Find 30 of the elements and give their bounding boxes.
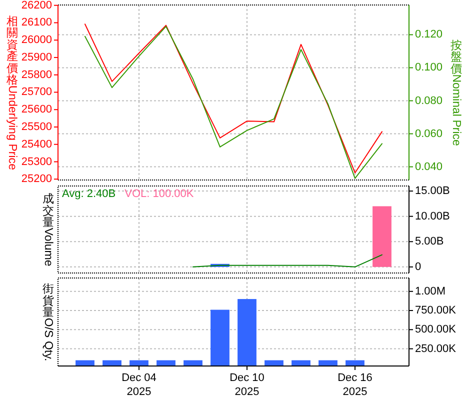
text: Avg: 2.40B [62,188,116,200]
y-tick-label: 25800 [21,68,52,81]
x-tick-label: Dec 04 2025 [122,372,156,398]
y2-tick-label: 10.00B [415,210,450,222]
y2-tick-label: 500.00K [415,324,457,336]
y2-tick-label: 0.080 [415,94,443,107]
y2-tick-label: 0.100 [415,62,443,74]
x-tick-label: Dec 10 2025 [230,372,264,398]
y2-tick-label: 0.060 [415,128,443,140]
y2-tick-label: 5.00B [415,236,444,248]
y2-tick-label: 0 [415,260,422,273]
y2-tick-label: 0.040 [415,160,443,173]
y-tick-label: 25700 [21,86,52,98]
y-tick-label: 25500 [21,120,52,133]
text: VOL: 100.00K [124,188,194,200]
y-tick-label: 25900 [21,51,52,64]
y2-tick-label: 750.00K [415,304,457,317]
y2-tick-label: 0.120 [415,28,443,41]
y-tick-label: 25400 [21,138,52,150]
y-tick-label: 25200 [21,173,52,186]
y2-tick-label: 15.00B [415,185,450,198]
x-tick-label: Dec 16 2025 [338,372,372,398]
y-tick-label: 25600 [21,104,52,116]
y-tick-label: 25300 [21,156,52,168]
y2-tick-label: 1.00M [415,285,446,298]
y-tick-label: 26100 [21,16,52,29]
y2-tick-label: 250.00K [415,342,457,355]
y-tick-label: 26000 [21,34,52,46]
y-tick-label: 26200 [21,0,52,12]
y-axis-title: 街貨量O/S Qty. [42,282,54,362]
